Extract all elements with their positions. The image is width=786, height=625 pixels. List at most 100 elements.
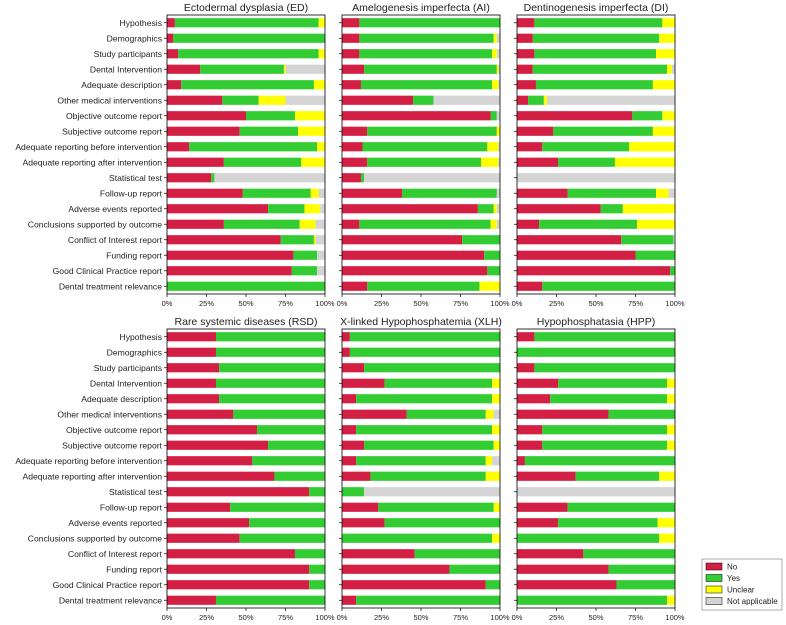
bar-segment bbox=[342, 518, 385, 528]
bar-segment bbox=[167, 281, 325, 291]
bar-segment bbox=[342, 471, 371, 481]
category-label: Subjective outcome report bbox=[62, 126, 162, 136]
x-tick-label: 100% bbox=[665, 299, 685, 308]
x-tick-label: 25% bbox=[374, 299, 389, 308]
bar-segment bbox=[167, 533, 240, 543]
bar-segment bbox=[167, 111, 246, 121]
legend-label-no: No bbox=[727, 563, 738, 572]
bar-segment bbox=[291, 266, 318, 276]
bar-segment bbox=[492, 456, 500, 466]
bar-segment bbox=[558, 157, 615, 167]
bar-segment bbox=[293, 250, 318, 260]
x-tick-label: 75% bbox=[278, 299, 293, 308]
bar-segment bbox=[167, 266, 292, 276]
bar-segment bbox=[662, 111, 675, 121]
bar-segment bbox=[360, 80, 493, 90]
bar-segment bbox=[167, 188, 243, 198]
bar-segment bbox=[167, 363, 220, 373]
bar-segment bbox=[558, 518, 658, 528]
bar-segment bbox=[496, 49, 500, 59]
bar-segment bbox=[637, 219, 675, 229]
bar-segment bbox=[608, 409, 675, 419]
bar-segment bbox=[258, 95, 286, 105]
bar-segment bbox=[517, 219, 540, 229]
category-label: Study participants bbox=[94, 363, 162, 373]
bar-segment bbox=[268, 204, 305, 214]
bar-segment bbox=[342, 157, 368, 167]
x-tick-label: 25% bbox=[549, 299, 564, 308]
category-label: Statistical test bbox=[109, 487, 163, 497]
bar-segment bbox=[659, 533, 675, 543]
bar-segment bbox=[167, 425, 258, 435]
bar-segment bbox=[167, 394, 220, 404]
bar-segment bbox=[173, 33, 325, 43]
x-tick-label: 100% bbox=[490, 299, 510, 308]
category-label: Other medical interventions bbox=[57, 95, 162, 105]
bar-segment bbox=[493, 440, 500, 450]
bar-segment bbox=[285, 95, 325, 105]
bar-segment bbox=[534, 332, 675, 342]
bar-segment bbox=[517, 595, 668, 605]
bar-segment bbox=[294, 111, 325, 121]
bar-segment bbox=[492, 533, 500, 543]
panel-title: Dentinogenesis imperfecta (DI) bbox=[524, 2, 669, 14]
category-label: Adequate description bbox=[81, 80, 162, 90]
category-label: Adverse events reported bbox=[68, 204, 162, 214]
bar-segment bbox=[496, 64, 499, 74]
bar-segment bbox=[211, 173, 215, 183]
bar-segment bbox=[317, 142, 325, 152]
bar-segment bbox=[433, 95, 500, 105]
bar-segment bbox=[318, 188, 325, 198]
bar-segment bbox=[215, 332, 325, 342]
category-label: Other medical interventions bbox=[57, 409, 162, 419]
bar-segment bbox=[402, 188, 497, 198]
category-label: Follow-up report bbox=[100, 502, 163, 512]
bar-segment bbox=[367, 281, 480, 291]
bar-segment bbox=[342, 456, 357, 466]
bar-segment bbox=[167, 378, 216, 388]
bar-segment bbox=[485, 580, 500, 590]
bar-segment bbox=[318, 18, 325, 28]
bar-segment bbox=[517, 126, 554, 136]
bar-segment bbox=[479, 281, 500, 291]
bar-segment bbox=[517, 564, 609, 574]
bar-segment bbox=[274, 471, 325, 481]
bar-segment bbox=[517, 49, 535, 59]
bar-segment bbox=[629, 142, 675, 152]
x-tick-label: 50% bbox=[238, 613, 253, 622]
bar-segment bbox=[356, 425, 493, 435]
bar-segment bbox=[406, 409, 486, 419]
bar-segment bbox=[342, 440, 365, 450]
bar-segment bbox=[167, 95, 223, 105]
bar-segment bbox=[517, 487, 675, 497]
bar-segment bbox=[364, 363, 500, 373]
bar-segment bbox=[539, 219, 638, 229]
legend-swatch-no bbox=[705, 562, 723, 571]
bar-segment bbox=[534, 49, 657, 59]
bar-segment bbox=[517, 347, 675, 357]
bar-segment bbox=[659, 33, 675, 43]
bar-segment bbox=[567, 188, 657, 198]
bar-segment bbox=[567, 502, 675, 512]
bar-segment bbox=[670, 266, 675, 276]
bar-segment bbox=[517, 64, 533, 74]
bar-segment bbox=[320, 204, 325, 214]
x-tick-label: 50% bbox=[413, 613, 428, 622]
bar-segment bbox=[667, 394, 675, 404]
bar-segment bbox=[222, 95, 259, 105]
bar-segment bbox=[359, 18, 500, 28]
bar-segment bbox=[342, 80, 361, 90]
bar-segment bbox=[608, 564, 675, 574]
bar-segment bbox=[342, 533, 493, 543]
bar-segment bbox=[315, 219, 325, 229]
bar-segment bbox=[356, 456, 486, 466]
bar-segment bbox=[621, 235, 674, 245]
bar-segment bbox=[342, 111, 491, 121]
bar-segment bbox=[219, 363, 325, 373]
bar-segment bbox=[517, 378, 559, 388]
bar-segment bbox=[662, 18, 675, 28]
bar-segment bbox=[616, 580, 675, 590]
bar-segment bbox=[309, 564, 325, 574]
x-tick-label: 25% bbox=[374, 613, 389, 622]
legend-label-unclear: Unclear bbox=[727, 586, 755, 595]
